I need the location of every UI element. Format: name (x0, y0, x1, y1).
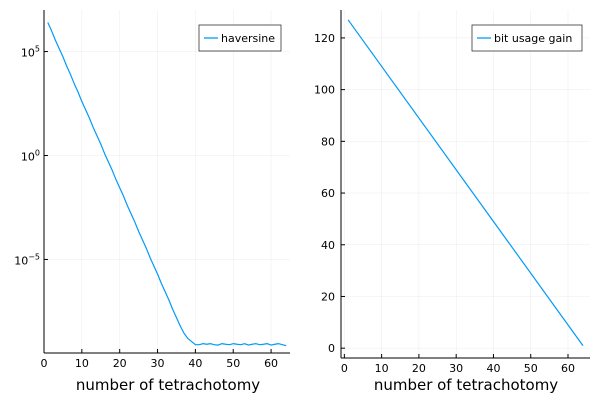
bit-usage-x-tick-label: 40 (486, 362, 500, 375)
haversine-x-axis-title: number of tetrachotomy (76, 376, 260, 394)
haversine-y-tick-label: 105 (21, 45, 40, 60)
haversine-x-tick-label: 0 (41, 357, 48, 370)
bit-usage-x-tick-label: 0 (341, 362, 348, 375)
bit-usage-x-axis-title: number of tetrachotomy (374, 376, 558, 394)
bit-usage-legend-label: bit usage gain (494, 32, 572, 45)
haversine-legend-label: haversine (221, 32, 275, 45)
bit-usage-x-tick-label: 50 (524, 362, 538, 375)
bit-usage-y-tick-label: 20 (321, 290, 335, 303)
bit-usage-y-tick-label: 100 (314, 84, 335, 97)
haversine-series-line (47, 22, 287, 347)
bit-usage-y-ticks: 0 20 40 60 80 100 120 (314, 32, 345, 355)
haversine-x-tick-label: 50 (226, 357, 240, 370)
haversine-x-tick-label: 40 (188, 357, 202, 370)
bit-usage-x-tick-label: 10 (375, 362, 389, 375)
bit-usage-x-tick-label: 20 (412, 362, 426, 375)
bit-usage-panel: 0 10 20 30 40 50 60 0 20 40 60 80 100 120 number of … (314, 10, 590, 394)
bit-usage-x-ticks: 0 10 20 30 40 50 60 (341, 354, 575, 375)
bit-usage-y-tick-label: 120 (314, 32, 335, 45)
bit-usage-y-tick-label: 60 (321, 187, 335, 200)
haversine-axes (43, 10, 290, 354)
haversine-y-tick-label: 10−5 (14, 252, 40, 267)
bit-usage-y-tick-label: 0 (328, 342, 335, 355)
bit-usage-y-tick-label: 80 (321, 135, 335, 148)
bit-usage-x-tick-label: 30 (449, 362, 463, 375)
bit-usage-grid (341, 10, 590, 358)
bit-usage-axes (340, 10, 590, 359)
haversine-x-ticks: 0 10 20 30 40 50 60 (41, 349, 278, 370)
haversine-x-tick-label: 20 (113, 357, 127, 370)
bit-usage-legend: bit usage gain (471, 24, 583, 52)
haversine-y-ticks: 105 100 10−5 (14, 45, 48, 267)
haversine-x-tick-label: 60 (264, 357, 278, 370)
bit-usage-legend-box (471, 24, 583, 52)
haversine-x-tick-label: 30 (151, 357, 165, 370)
haversine-grid (43, 10, 290, 353)
haversine-legend-box (198, 24, 282, 52)
bit-usage-series (347, 19, 584, 346)
haversine-y-tick-label: 100 (21, 149, 40, 164)
haversine-panel: 0 10 20 30 40 50 60 105 100 10−5 number of tetra… (14, 10, 290, 394)
bit-usage-series-line (347, 19, 584, 346)
haversine-legend: haversine (198, 24, 282, 52)
haversine-x-tick-label: 10 (75, 357, 89, 370)
haversine-series (47, 22, 287, 347)
bit-usage-x-tick-label: 60 (561, 362, 575, 375)
bit-usage-y-tick-label: 40 (321, 239, 335, 252)
